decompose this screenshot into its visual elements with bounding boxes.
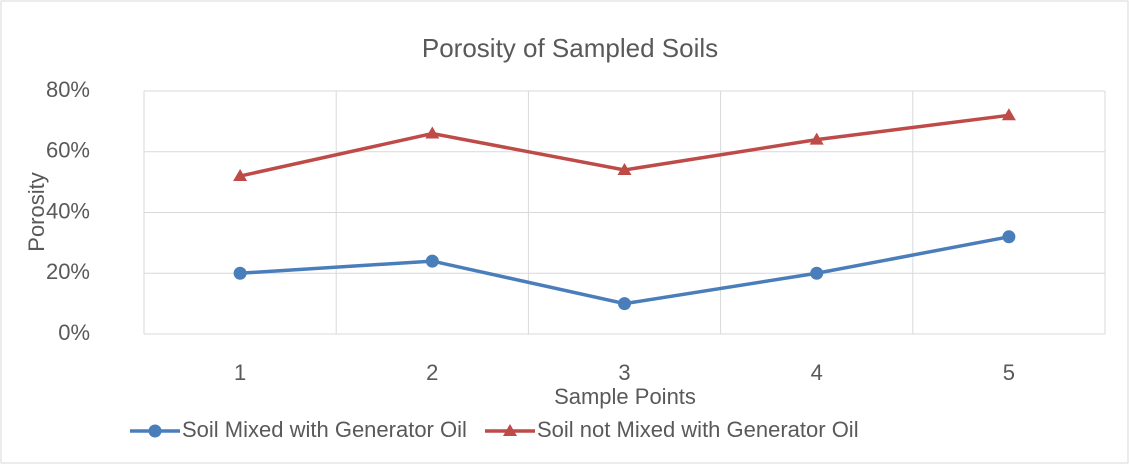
x-tick-label: 5 (1003, 360, 1015, 385)
y-tick-label: 20% (46, 259, 90, 284)
y-axis-label: Porosity (24, 172, 49, 251)
chart-title: Porosity of Sampled Soils (422, 33, 718, 63)
x-tick-label: 4 (811, 360, 823, 385)
marker (810, 266, 824, 280)
marker (1001, 108, 1016, 121)
marker (425, 126, 440, 139)
marker (233, 266, 247, 280)
x-tick-label: 3 (618, 360, 630, 385)
marker (617, 162, 632, 175)
y-tick-label: 40% (46, 198, 90, 223)
legend-marker (503, 424, 517, 436)
legend-label: Soil not Mixed with Generator Oil (537, 417, 859, 442)
y-tick-label: 0% (58, 320, 90, 345)
marker (425, 254, 439, 268)
marker (618, 297, 631, 311)
x-tick-label: 2 (426, 360, 438, 385)
legend-label: Soil Mixed with Generator Oil (182, 417, 467, 442)
marker (233, 169, 248, 182)
marker (1002, 230, 1016, 244)
y-tick-label: 80% (46, 77, 90, 102)
x-tick-label: 1 (234, 360, 246, 385)
x-axis-label: Sample Points (554, 384, 696, 409)
y-tick-label: 60% (46, 138, 90, 163)
legend-marker (148, 424, 162, 438)
marker (809, 132, 824, 145)
